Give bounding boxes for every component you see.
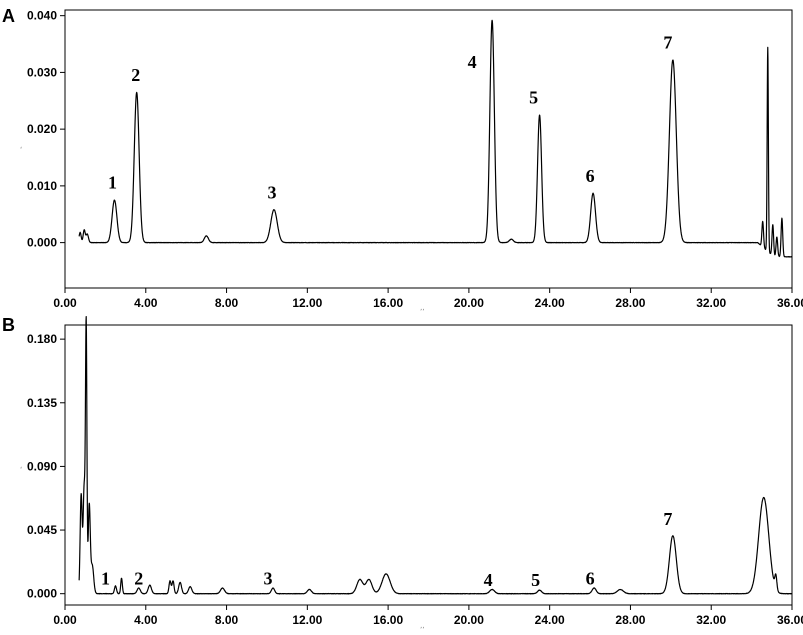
panel-a-peak-label-2: 2 (131, 65, 140, 85)
panel-b-y-tick-label: 0.000 (27, 587, 57, 601)
panel-b-peak-label-5: 5 (531, 570, 540, 590)
panel-a-peak-label-7: 7 (663, 33, 672, 53)
panel-b-x-tick-label: 20.00 (454, 613, 484, 627)
panel-b-y-tick-label: 0.180 (27, 332, 57, 346)
panel-b-peak-label-6: 6 (586, 568, 595, 588)
panel-b-x-tick-label: 24.00 (535, 613, 565, 627)
panel-b-x-tick-label: 16.00 (373, 613, 403, 627)
panel-a-peak-label-4: 4 (468, 52, 477, 72)
panel-a-peak-label-3: 3 (268, 182, 277, 202)
panel-b-x-tick-label: 8.00 (215, 613, 239, 627)
panel-b-x-tick-label: 0.00 (53, 613, 77, 627)
panel-b-x-tick-label: 28.00 (615, 613, 645, 627)
panel-b-peak-label-2: 2 (134, 568, 143, 588)
panel-a-x-tick-label: 24.00 (535, 296, 565, 310)
panel-b-y-unit: ʻ (20, 466, 22, 474)
panel-b-peak-label-7: 7 (663, 509, 672, 529)
panel-a-trace (78, 19, 793, 258)
panel-a-x-tick-label: 32.00 (696, 296, 726, 310)
panel-b-x-unit: ʼʼ (420, 626, 424, 634)
panel-b-y-tick-label: 0.090 (27, 459, 57, 473)
panel-b-peak-label-4: 4 (484, 570, 493, 590)
panel-a-peak-label-1: 1 (108, 173, 117, 193)
panel-b-y-axis: 0.000 0.045 0.090 0.135 0.180 (27, 332, 65, 601)
panel-a-y-tick-label: 0.010 (27, 179, 57, 193)
panel-a-label: A (2, 6, 15, 26)
panel-b: B ʻ ʼʼ 0.000 0.045 0.090 0.135 0.180 0.00 4.0… (2, 315, 803, 634)
panel-b-label: B (2, 315, 15, 335)
panel-b-x-tick-label: 32.00 (696, 613, 726, 627)
panel-b-peak-label-1: 1 (101, 568, 110, 588)
panel-a-x-tick-label: 4.00 (134, 296, 158, 310)
panel-b-y-tick-label: 0.045 (27, 523, 57, 537)
panel-a-x-tick-label: 0.00 (53, 296, 77, 310)
panel-b-x-axis: 0.00 4.00 8.00 12.00 16.00 20.00 24.00 28.00 32.… (53, 605, 803, 627)
panel-a-x-unit: ʼʼ (420, 308, 424, 316)
panel-a-y-tick-label: 0.040 (27, 9, 57, 23)
panel-a-x-tick-label: 8.00 (215, 296, 239, 310)
panel-b-x-tick-label: 12.00 (292, 613, 322, 627)
panel-a-peak-label-5: 5 (529, 88, 538, 108)
panel-a-y-tick-label: 0.000 (27, 236, 57, 250)
panel-a-peak-label-6: 6 (586, 166, 595, 186)
panel-a-x-tick-label: 36.00 (777, 296, 803, 310)
panel-a-y-tick-label: 0.030 (27, 65, 57, 79)
panel-b-trace (78, 316, 793, 595)
panel-a: A ʻ ʼʼ 0.000 0.010 0.020 0.030 0.040 0.00 4.0… (2, 6, 803, 316)
panel-b-y-tick-label: 0.135 (27, 396, 57, 410)
panel-a-plot-frame (64, 9, 793, 289)
panel-a-peak-labels: 1 2 3 4 5 6 7 (108, 33, 672, 203)
panel-a-x-tick-label: 12.00 (292, 296, 322, 310)
panel-a-y-unit: ʻ (20, 146, 22, 154)
panel-a-y-axis: 0.000 0.010 0.020 0.030 0.040 (27, 9, 65, 250)
panel-a-x-tick-label: 20.00 (454, 296, 484, 310)
panel-a-x-axis: 0.00 4.00 8.00 12.00 16.00 20.00 24.00 28.00 32.… (53, 288, 803, 310)
panel-a-x-tick-label: 28.00 (615, 296, 645, 310)
panel-b-x-tick-label: 4.00 (134, 613, 158, 627)
panel-b-x-tick-label: 36.00 (777, 613, 803, 627)
panel-b-peak-label-3: 3 (264, 568, 273, 588)
panel-b-plot-frame (64, 324, 793, 606)
panel-a-y-tick-label: 0.020 (27, 122, 57, 136)
panel-a-x-tick-label: 16.00 (373, 296, 403, 310)
panel-b-peak-labels: 1 2 3 4 5 6 7 (101, 509, 672, 590)
